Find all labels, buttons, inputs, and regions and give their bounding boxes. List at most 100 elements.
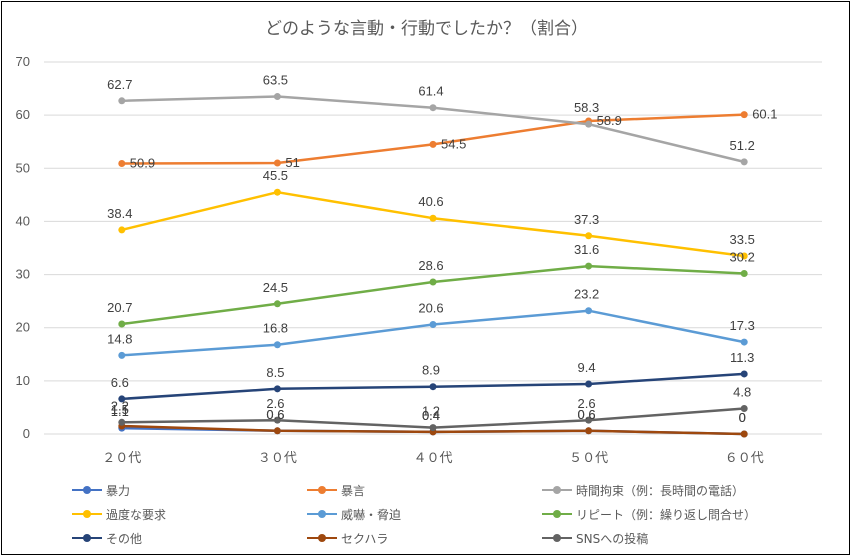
data-label: 0.6 [578,407,596,422]
data-point [118,418,126,426]
data-label: 58.3 [574,100,599,115]
legend-swatch-icon [72,484,102,496]
data-point [273,341,281,349]
y-tick-label: 60 [16,107,30,122]
legend-label: セクハラ [341,531,389,546]
data-point [429,214,437,222]
data-label: 1.2 [422,404,440,419]
data-label: 50.9 [130,156,155,171]
data-point [118,97,126,105]
data-label: 2.2 [111,398,129,413]
legend-swatch-icon [542,508,572,520]
data-point [273,385,281,393]
legend-label: SNSへの投稿 [576,531,649,546]
data-label: 0 [739,410,746,425]
data-label: 1.5 [111,402,129,417]
data-label: 45.5 [263,168,288,183]
legend-swatch-icon [542,532,572,544]
data-label: 14.8 [107,331,132,346]
data-point [585,380,593,388]
legend-item: リピート（例：繰り返し問合せ） [542,504,756,524]
data-point [740,404,748,412]
data-label: 2.6 [266,396,284,411]
data-point [118,160,126,168]
legend-label: リピート（例：繰り返し問合せ） [576,507,757,522]
data-label: 0.4 [422,408,440,423]
chart-legend: 暴力 暴言 時間拘束（例：長時間の電話） 過度な要求 威嚇・脅迫 リピート（例：繰り返し問… [72,480,832,555]
y-tick-label: 20 [16,320,30,335]
data-point [273,159,281,167]
y-tick-label: 30 [16,267,30,282]
legend-swatch-icon [307,484,337,496]
legend-item: 威嚇・脅迫 [307,504,401,524]
data-point [429,424,437,432]
data-point [585,427,593,435]
data-label: 61.4 [418,84,443,99]
legend-swatch-icon [72,508,102,520]
x-tick-label: ３０代 [258,451,297,466]
legend-swatch-icon [307,532,337,544]
data-point [118,226,126,234]
data-point [740,370,748,378]
legend-swatch-icon [72,532,102,544]
data-label: 0.6 [578,407,596,422]
data-label: 4.8 [733,384,751,399]
y-tick-label: 50 [16,160,30,175]
data-point [740,111,748,119]
data-label: 51.2 [730,138,755,153]
data-label: 23.2 [574,287,599,302]
legend-swatch-icon [307,508,337,520]
data-label: 0.4 [422,408,440,423]
data-label: 24.5 [263,280,288,295]
data-point [273,427,281,435]
data-label: 9.4 [578,360,596,375]
data-point [429,278,437,286]
data-label: 0.6 [266,407,284,422]
legend-item: 過度な要求 [72,504,166,524]
legend-label: その他 [106,531,143,546]
data-label: 17.3 [730,318,755,333]
legend-label: 時間拘束（例：長時間の電話） [576,483,745,498]
data-point [273,416,281,424]
data-label: 40.6 [418,194,443,209]
y-tick-label: 10 [16,373,30,388]
data-label: 31.6 [574,242,599,257]
data-label: 11.3 [730,350,754,365]
data-label: 62.7 [107,77,132,92]
data-label: 20.6 [418,301,443,316]
data-label: 63.5 [263,73,288,88]
legend-item: その他 [72,528,142,548]
data-label: 0 [739,410,746,425]
data-label: 2.6 [578,396,596,411]
data-label: 8.5 [266,365,284,380]
data-point [118,395,126,403]
data-label: 28.6 [418,258,443,273]
x-tick-label: ２０代 [102,451,141,466]
legend-item: 時間拘束（例：長時間の電話） [542,480,744,500]
legend-label: 過度な要求 [106,507,167,522]
data-label: 0.6 [266,407,284,422]
data-point [429,321,437,329]
legend-label: 威嚇・脅迫 [341,507,402,522]
x-tick-label: ４０代 [413,451,452,466]
data-label: 20.7 [107,300,132,315]
legend-item: セクハラ [307,528,388,548]
data-label: 58.9 [597,113,622,128]
data-label: 38.4 [107,206,132,221]
data-point [585,307,593,315]
data-label: 37.3 [574,212,599,227]
legend-label: 暴言 [341,483,366,498]
data-point [273,300,281,308]
data-label: 54.5 [441,136,466,151]
data-label: 6.6 [111,375,129,390]
y-tick-label: 0 [23,426,30,441]
legend-item: 暴言 [307,480,365,500]
data-point [429,140,437,148]
data-point [740,252,748,260]
data-point [429,383,437,391]
data-label: 1.1 [111,404,129,419]
data-point [273,188,281,196]
data-point [585,232,593,240]
